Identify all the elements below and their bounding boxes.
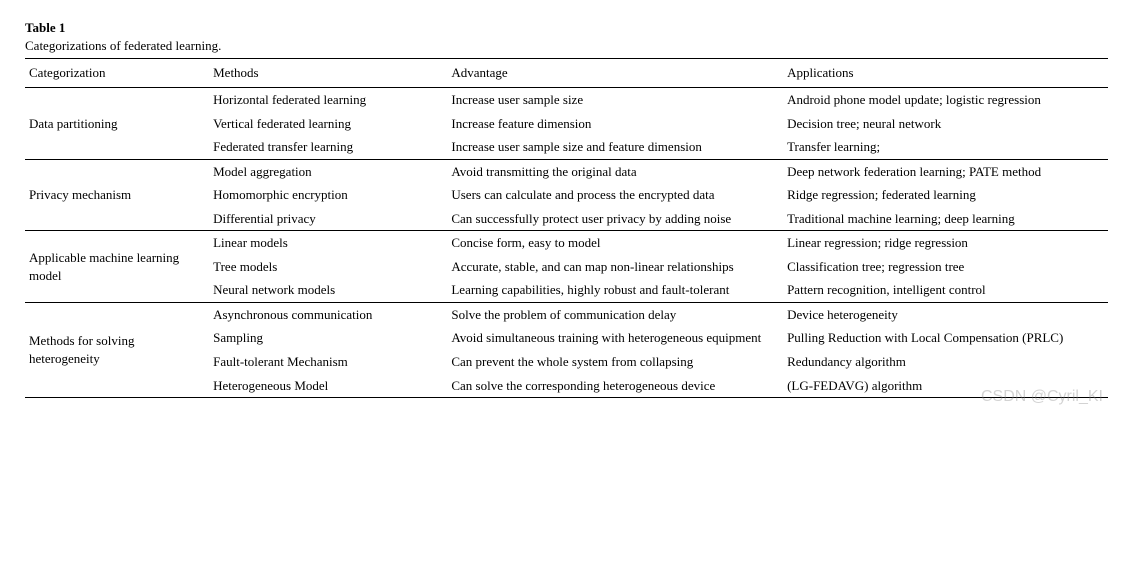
advantage-cell: Avoid transmitting the original data — [447, 159, 783, 183]
method-cell: Heterogeneous Model — [209, 374, 447, 398]
advantage-cell: Concise form, easy to model — [447, 231, 783, 255]
advantage-cell: Can solve the corresponding heterogeneou… — [447, 374, 783, 398]
category-cell: Data partitioning — [25, 88, 209, 160]
table-header-row: Categorization Methods Advantage Applica… — [25, 59, 1108, 88]
table-caption: Categorizations of federated learning. — [25, 38, 1108, 54]
method-cell: Linear models — [209, 231, 447, 255]
application-cell: Decision tree; neural network — [783, 112, 1108, 136]
advantage-cell: Avoid simultaneous training with heterog… — [447, 326, 783, 350]
table-row: Data partitioning Horizontal federated l… — [25, 88, 1108, 112]
application-cell: Traditional machine learning; deep learn… — [783, 207, 1108, 231]
application-cell: Transfer learning; — [783, 135, 1108, 159]
group-heterogeneity: Methods for solving heterogeneity Asynch… — [25, 302, 1108, 397]
application-cell: Ridge regression; federated learning — [783, 183, 1108, 207]
method-cell: Horizontal federated learning — [209, 88, 447, 112]
col-header-applications: Applications — [783, 59, 1108, 88]
table-row: Methods for solving heterogeneity Asynch… — [25, 302, 1108, 326]
application-cell: Linear regression; ridge regression — [783, 231, 1108, 255]
advantage-cell: Increase user sample size — [447, 88, 783, 112]
method-cell: Model aggregation — [209, 159, 447, 183]
application-cell: Deep network federation learning; PATE m… — [783, 159, 1108, 183]
application-cell: Classification tree; regression tree — [783, 255, 1108, 279]
application-cell: Pulling Reduction with Local Compensatio… — [783, 326, 1108, 350]
method-cell: Neural network models — [209, 278, 447, 302]
application-cell: Redundancy algorithm — [783, 350, 1108, 374]
method-cell: Tree models — [209, 255, 447, 279]
method-cell: Homomorphic encryption — [209, 183, 447, 207]
application-cell: (LG-FEDAVG) algorithm — [783, 374, 1108, 398]
application-cell: Device heterogeneity — [783, 302, 1108, 326]
group-privacy-mechanism: Privacy mechanism Model aggregation Avoi… — [25, 159, 1108, 231]
method-cell: Fault-tolerant Mechanism — [209, 350, 447, 374]
categorizations-table: Categorization Methods Advantage Applica… — [25, 58, 1108, 398]
method-cell: Asynchronous communication — [209, 302, 447, 326]
method-cell: Vertical federated learning — [209, 112, 447, 136]
category-cell: Methods for solving heterogeneity — [25, 302, 209, 397]
advantage-cell: Can successfully protect user privacy by… — [447, 207, 783, 231]
method-cell: Federated transfer learning — [209, 135, 447, 159]
advantage-cell: Users can calculate and process the encr… — [447, 183, 783, 207]
group-data-partitioning: Data partitioning Horizontal federated l… — [25, 88, 1108, 160]
application-cell: Android phone model update; logistic reg… — [783, 88, 1108, 112]
group-applicable-model: Applicable machine learning model Linear… — [25, 231, 1108, 303]
advantage-cell: Learning capabilities, highly robust and… — [447, 278, 783, 302]
table-row: Applicable machine learning model Linear… — [25, 231, 1108, 255]
col-header-methods: Methods — [209, 59, 447, 88]
category-cell: Privacy mechanism — [25, 159, 209, 231]
advantage-cell: Can prevent the whole system from collap… — [447, 350, 783, 374]
col-header-categorization: Categorization — [25, 59, 209, 88]
method-cell: Differential privacy — [209, 207, 447, 231]
advantage-cell: Increase user sample size and feature di… — [447, 135, 783, 159]
advantage-cell: Solve the problem of communication delay — [447, 302, 783, 326]
col-header-advantage: Advantage — [447, 59, 783, 88]
method-cell: Sampling — [209, 326, 447, 350]
category-cell: Applicable machine learning model — [25, 231, 209, 303]
table-row: Privacy mechanism Model aggregation Avoi… — [25, 159, 1108, 183]
application-cell: Pattern recognition, intelligent control — [783, 278, 1108, 302]
advantage-cell: Accurate, stable, and can map non-linear… — [447, 255, 783, 279]
table-label: Table 1 — [25, 20, 1108, 36]
advantage-cell: Increase feature dimension — [447, 112, 783, 136]
